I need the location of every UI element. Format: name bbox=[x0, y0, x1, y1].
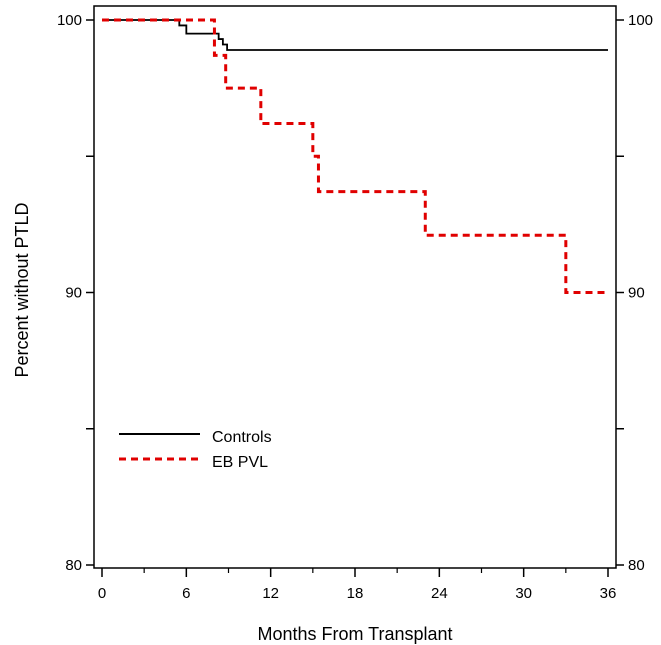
x-tick-label: 36 bbox=[600, 585, 617, 602]
x-axis: 0 6 12 18 24 30 36 bbox=[98, 568, 617, 602]
legend-label-controls: Controls bbox=[212, 429, 272, 446]
y-axis-left: 80 90 100 bbox=[57, 12, 94, 574]
x-tick-label: 12 bbox=[262, 585, 279, 602]
x-tick-label: 24 bbox=[431, 585, 448, 602]
series-layer bbox=[102, 18, 608, 294]
y-tick-label-right: 90 bbox=[628, 285, 645, 302]
y-tick-label-left: 90 bbox=[65, 285, 82, 302]
legend: Controls EB PVL bbox=[119, 429, 272, 471]
legend-label-eb-pvl: EB PVL bbox=[212, 454, 268, 471]
series-line-controls bbox=[102, 19, 608, 51]
plot-frame bbox=[93, 5, 617, 569]
x-tick-label: 30 bbox=[515, 585, 532, 602]
x-tick-label: 18 bbox=[347, 585, 364, 602]
y-tick-label-left: 80 bbox=[65, 557, 82, 574]
y-tick-label-right: 100 bbox=[628, 12, 653, 29]
x-tick-label: 6 bbox=[182, 585, 190, 602]
y-axis-title: Percent without PTLD bbox=[12, 202, 32, 377]
x-axis-title: Months From Transplant bbox=[257, 624, 452, 644]
x-tick-label: 0 bbox=[98, 585, 106, 602]
y-tick-label-right: 80 bbox=[628, 557, 645, 574]
y-tick-label-left: 100 bbox=[57, 12, 82, 29]
series-line-eb-pvl bbox=[102, 18, 608, 294]
y-axis-right: 80 90 100 bbox=[616, 12, 653, 574]
